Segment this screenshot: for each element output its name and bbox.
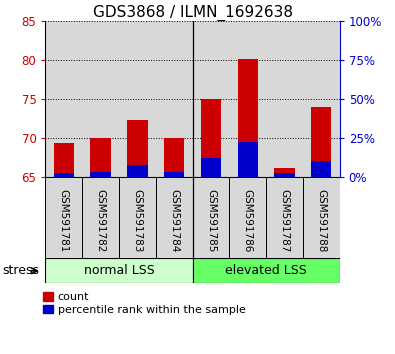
Bar bbox=[45, 21, 82, 177]
Bar bbox=[127, 165, 147, 177]
Bar bbox=[229, 177, 266, 258]
Title: GDS3868 / ILMN_1692638: GDS3868 / ILMN_1692638 bbox=[92, 5, 293, 21]
Text: GSM591787: GSM591787 bbox=[280, 189, 290, 253]
Text: GSM591781: GSM591781 bbox=[59, 189, 69, 253]
Bar bbox=[164, 138, 184, 177]
Text: GSM591784: GSM591784 bbox=[169, 189, 179, 253]
Bar bbox=[82, 177, 119, 258]
Text: GSM591788: GSM591788 bbox=[316, 189, 326, 253]
Legend: count, percentile rank within the sample: count, percentile rank within the sample bbox=[43, 292, 245, 315]
Bar bbox=[193, 177, 229, 258]
Text: stress: stress bbox=[2, 264, 39, 277]
Bar bbox=[311, 161, 331, 177]
Bar bbox=[275, 173, 295, 177]
Bar bbox=[303, 21, 340, 177]
Bar bbox=[90, 172, 111, 177]
Bar bbox=[164, 172, 184, 177]
Bar bbox=[193, 21, 229, 177]
Bar bbox=[156, 21, 193, 177]
Bar bbox=[266, 177, 303, 258]
Bar bbox=[311, 107, 331, 177]
Bar bbox=[193, 258, 340, 283]
Bar bbox=[266, 21, 303, 177]
Bar bbox=[54, 173, 74, 177]
Text: GSM591783: GSM591783 bbox=[132, 189, 142, 253]
Bar bbox=[275, 168, 295, 177]
Bar bbox=[238, 142, 258, 177]
Bar bbox=[45, 258, 193, 283]
Bar bbox=[119, 177, 156, 258]
Bar bbox=[156, 177, 193, 258]
Bar bbox=[119, 21, 156, 177]
Text: normal LSS: normal LSS bbox=[84, 264, 154, 277]
Text: GSM591785: GSM591785 bbox=[206, 189, 216, 253]
Bar bbox=[127, 120, 147, 177]
Bar bbox=[90, 138, 111, 177]
Bar bbox=[45, 177, 82, 258]
Text: GSM591782: GSM591782 bbox=[96, 189, 105, 253]
Text: GSM591786: GSM591786 bbox=[243, 189, 253, 253]
Bar bbox=[238, 59, 258, 177]
Bar bbox=[229, 21, 266, 177]
Bar bbox=[201, 158, 221, 177]
Bar bbox=[303, 177, 340, 258]
Text: elevated LSS: elevated LSS bbox=[225, 264, 307, 277]
Bar bbox=[201, 99, 221, 177]
Bar bbox=[54, 143, 74, 177]
Bar bbox=[82, 21, 119, 177]
